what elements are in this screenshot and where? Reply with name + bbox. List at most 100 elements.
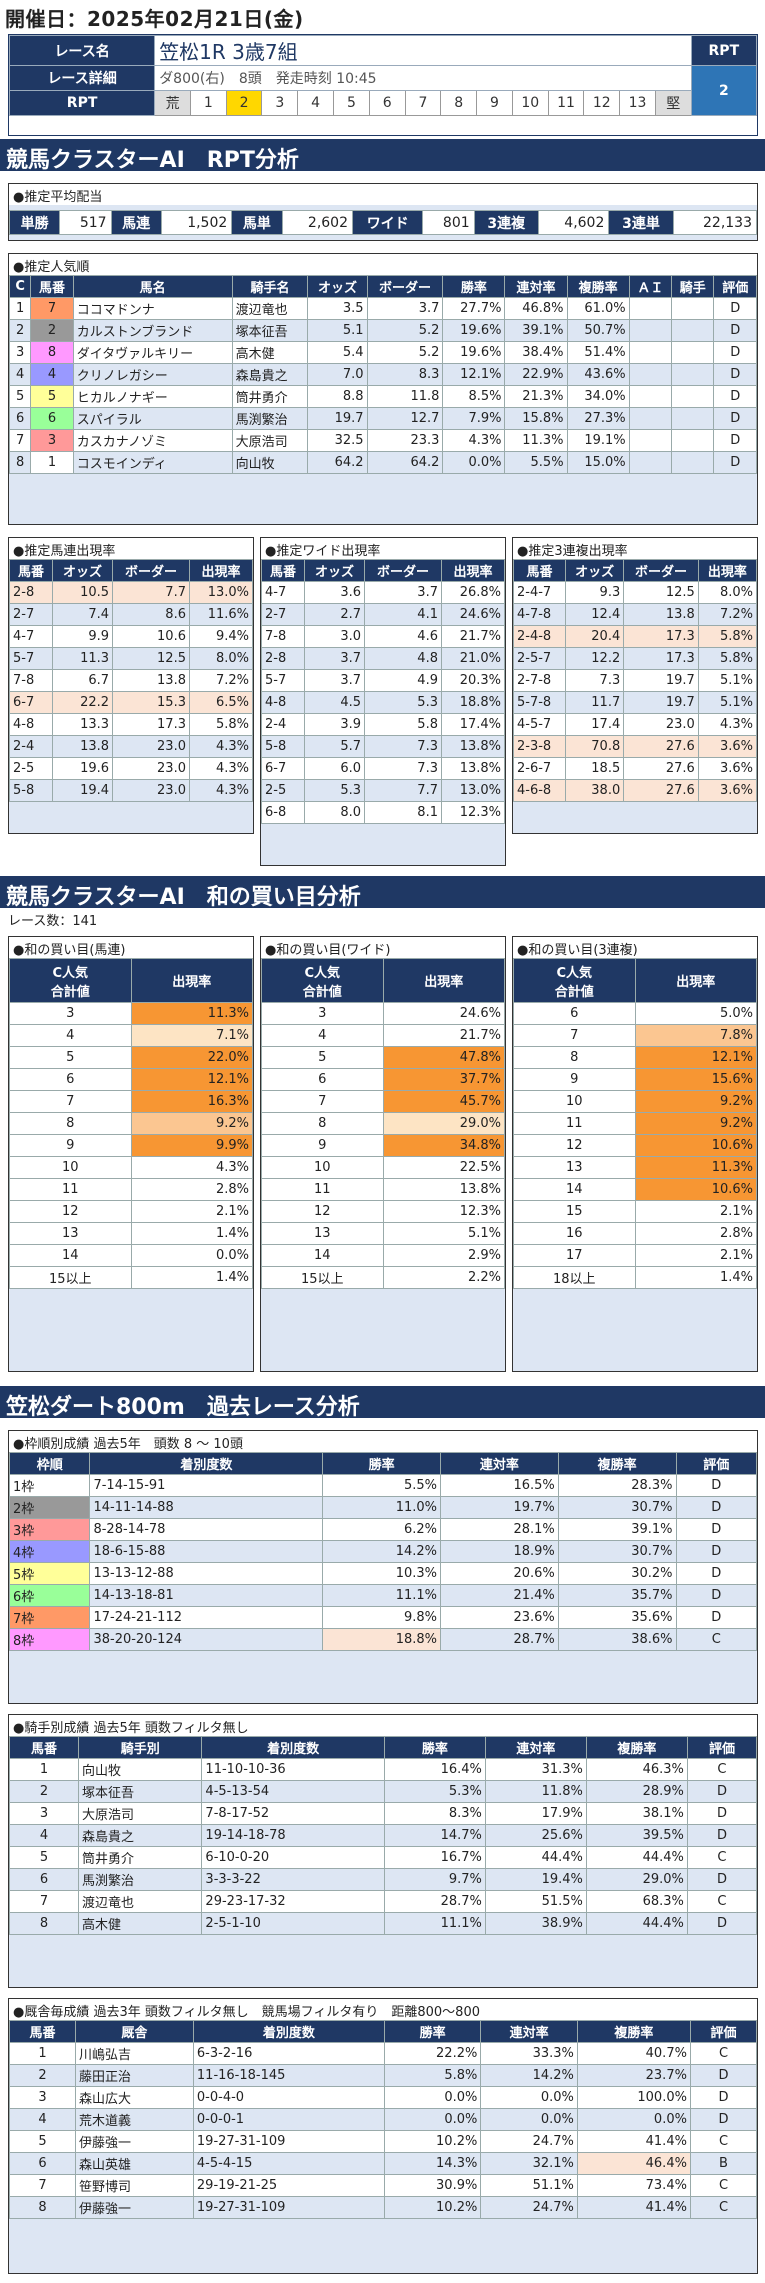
race-name-label: レース名 [8,35,156,66]
cell: 3.7 [364,581,442,604]
cell: 7.0 [307,363,368,386]
cell: 5.2 [366,319,444,342]
cell: 7.9% [442,407,506,430]
col-header: 出現率 [188,559,253,582]
date-heading: 開催日：2025年02月21日(金) [5,7,304,31]
cell: 28.7% [383,1890,486,1913]
cell: 33.3% [480,2042,578,2065]
cell: 5 [261,1046,384,1069]
cell: 19.7% [440,1496,559,1519]
table-row: 4-8 4.5 5.3 18.8% [261,691,505,714]
col-header: 出現率 [440,559,505,582]
cell: 20.6% [440,1562,559,1585]
table-row: 9 34.8% [261,1134,505,1157]
cell: 4-7 [9,625,54,648]
table-row: 2-8 3.7 4.8 21.0% [261,647,505,670]
cell: 22.5% [382,1156,505,1179]
cell: 11.3% [634,1156,757,1179]
cell: D [675,1496,757,1519]
cell: 15.0% [566,451,630,474]
table-row: 2枠 14-11-14-88 11.0% 19.7% 30.7% D [9,1496,757,1519]
cell: 8.0% [188,647,253,670]
cell: 0-0-0-1 [192,2108,385,2131]
cell: 12.7 [366,407,444,430]
waku-box: ●枠順別成績 過去5年 頭数 8 ～ 10頭 枠順 着別度数 勝率 連対率 複勝率 評価 1… [8,1430,758,1704]
cell: 2-4-8 [513,625,567,648]
cell: 9.9% [130,1134,253,1157]
cell: 10 [513,1090,636,1113]
table-row: 6枠 14-13-18-81 11.1% 21.4% 35.7% D [9,1584,757,1607]
table-row: 2-4 3.9 5.8 17.4% [261,713,505,736]
cell: 3 [9,341,32,364]
cell: B [689,2152,757,2175]
table-row: 7 渡辺竜也 29-23-17-32 28.7% 51.5% 68.3% C [9,1890,757,1913]
cell: 13.3 [52,713,114,736]
table-row: 2 藤田正治 11-16-18-145 5.8% 14.2% 23.7% D [9,2064,757,2087]
table-row: 16 2.8% [513,1222,757,1245]
table-row: 14 2.9% [261,1244,505,1267]
table-row: 4-8 13.3 17.3 5.8% [9,713,253,736]
cell: 12 [261,1200,384,1223]
horse-name: コスモインディ [72,451,233,474]
sum-umaren-title: ●和の買い目(馬連) [9,937,253,958]
cell: 6-8 [261,801,306,824]
table-row: 7 16.3% [9,1090,253,1113]
cell: 15以上 [261,1266,384,1289]
col-header: 馬名 [72,275,233,298]
sanfuku-box: ●推定3連複出現率 馬番 オッズ ボーダー 出現率 2-4-7 9.3 12.5 8.0% 4-… [512,537,758,834]
table-row: 14 0.0% [9,1244,253,1267]
cell: 10.3% [322,1562,442,1585]
cell: 1 [9,1758,80,1781]
cell: 筒井勇介 [78,1846,203,1869]
cell: 16.4% [383,1758,486,1781]
table-row: 18以上 1.4% [513,1266,757,1289]
cell: 4-8 [261,691,306,714]
cell: D [686,1824,757,1847]
stable-title: ●厩舎毎成績 過去3年 頭数フィルタ無し 競馬場フィルタ有り 距離800～800 [9,1999,757,2020]
cell: 7.8% [634,1024,757,1047]
cell: D [713,385,757,408]
cell [671,451,715,474]
cell: 30.7% [557,1540,677,1563]
cell: 8.0% [697,581,757,604]
table-row: 4-7 9.9 10.6 9.4% [9,625,253,648]
col-header: 勝率 [383,1736,486,1759]
rpt-scale-cell: 荒 [154,90,191,116]
cell: 13.8 [623,603,699,626]
cell: 14 [261,1244,384,1267]
cell: 2-6-7 [513,757,567,780]
cell: 14 [9,1244,132,1267]
cell: 向山牧 [78,1758,203,1781]
table-row: 7 7.8% [513,1024,757,1047]
cell: 1.4% [130,1266,253,1289]
cell: 2-7 [261,603,306,626]
cell: 4 [261,1024,384,1047]
sum-wide-title: ●和の買い目(ワイド) [261,937,505,958]
cell: 4-7 [261,581,306,604]
cell: D [686,1868,757,1891]
cell: 29-23-17-32 [201,1890,385,1913]
cell: 0.0% [480,2108,578,2131]
section-title-rpt: 競馬クラスターAI RPT分析 [0,139,765,173]
cell: 2-5 [9,757,54,780]
cell: 21.4% [440,1584,559,1607]
cell: 10.6% [634,1178,757,1201]
cell: 森山英雄 [74,2152,194,2175]
cell: 17 [513,1244,636,1267]
cell: D [689,2064,757,2087]
table-row: 4-7-8 12.4 13.8 7.2% [513,603,757,626]
cell: 森島貴之 [231,363,309,386]
cell: 21.7% [440,625,505,648]
cell: 2-7-8 [513,669,567,692]
col-header: 馬番 [513,559,567,582]
table-row: 5 47.8% [261,1046,505,1069]
cell: 3.0 [304,625,366,648]
table-row: 8 1 コスモインディ 向山牧 64.2 64.2 0.0% 5.5% 15.0% D [9,451,757,474]
cell: 12.1% [634,1046,757,1069]
cell: 13 [513,1156,636,1179]
cell: 6 [513,1002,636,1025]
cell: 渡辺竜也 [231,297,309,320]
cell: 17.4 [565,713,625,736]
cell: 41.4% [576,2196,691,2219]
cell: 2.2% [382,1266,505,1289]
